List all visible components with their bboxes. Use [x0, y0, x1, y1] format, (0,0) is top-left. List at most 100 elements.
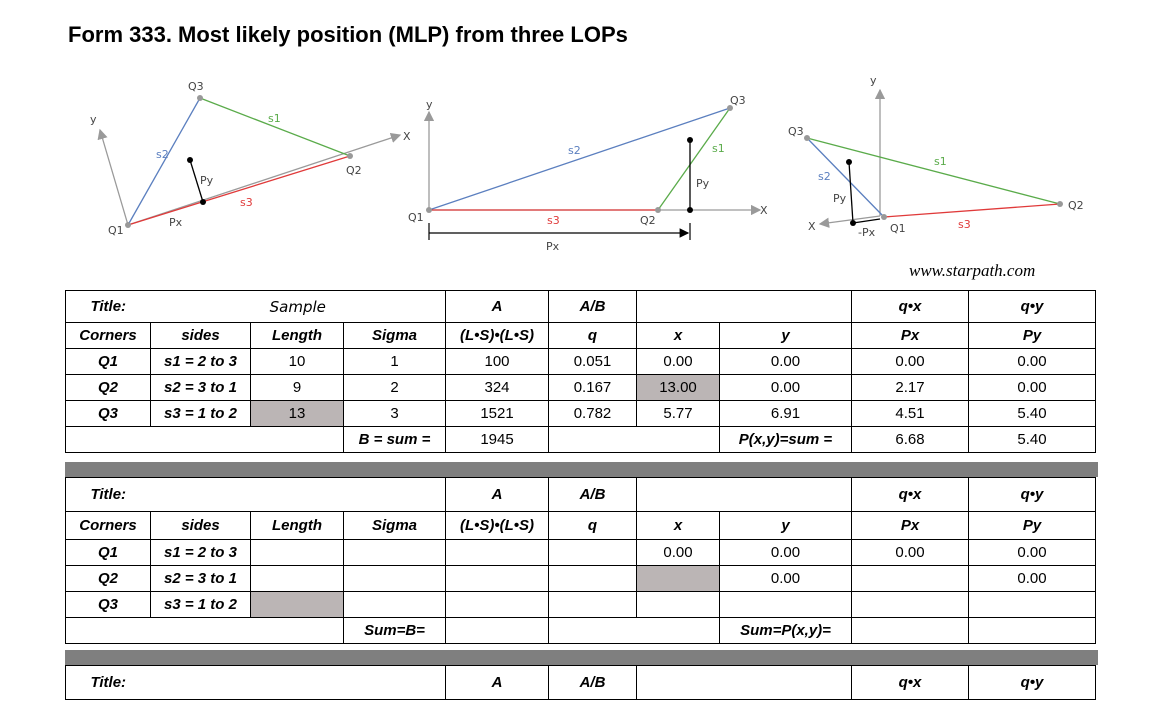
q-cell — [548, 565, 637, 592]
a-cell: 100 — [445, 348, 549, 375]
q-cell: 0.167 — [548, 374, 637, 401]
header-length: Length — [250, 511, 344, 540]
length-cell: 13 — [250, 400, 344, 427]
side-cell: s3 = 1 to 2 — [150, 591, 251, 618]
header-py: Py — [968, 322, 1096, 349]
sigma-cell[interactable]: 2 — [343, 374, 446, 401]
a-cell — [445, 591, 549, 618]
x-cell — [636, 591, 720, 618]
d1-s1-label: s1 — [268, 112, 281, 125]
sigma-cell[interactable] — [343, 539, 446, 566]
table-row: Q3 s3 = 1 to 2 — [65, 591, 1096, 618]
qy-cell: 5.40 — [968, 400, 1096, 427]
corner-cell: Q3 — [65, 591, 151, 618]
d2-px-label: Px — [546, 240, 560, 253]
header-px: Px — [851, 322, 969, 349]
a-cell: 324 — [445, 374, 549, 401]
qx-cell: 0.00 — [851, 348, 969, 375]
sigma-cell[interactable]: 3 — [343, 400, 446, 427]
d2-q2-label: Q2 — [640, 214, 656, 227]
qy-cell: 0.00 — [968, 565, 1096, 592]
d2-s1-label: s1 — [712, 142, 725, 155]
length-cell[interactable]: 9 — [250, 374, 344, 401]
y-cell: 6.91 — [719, 400, 852, 427]
length-cell[interactable] — [250, 565, 344, 592]
form-table-3: Title: A A/B q•x q•y — [65, 665, 1096, 700]
qy-cell: 0.00 — [968, 348, 1096, 375]
header-sigma: Sigma — [343, 511, 446, 540]
header-a: A — [445, 665, 549, 700]
d3-q1-label: Q1 — [890, 222, 906, 235]
header-corners: Corners — [65, 322, 151, 349]
length-cell[interactable]: 10 — [250, 348, 344, 375]
side-cell: s1 = 2 to 3 — [150, 348, 251, 375]
sum-p-label: P(x,y)=sum = — [719, 426, 852, 453]
length-cell[interactable] — [250, 591, 344, 618]
form-table-1: Title: Sample A A/B q•x q•y Corners side… — [65, 290, 1096, 453]
sum-b-value — [445, 617, 549, 644]
d1-s2-label: s2 — [156, 148, 169, 161]
sigma-cell[interactable] — [343, 565, 446, 592]
x-cell[interactable] — [636, 565, 720, 592]
header-y: y — [719, 511, 852, 540]
table-row: Q1 s1 = 2 to 3 0.00 0.00 0.00 0.00 — [65, 539, 1096, 566]
d3-q3-label: Q3 — [788, 125, 804, 138]
q-cell: 0.782 — [548, 400, 637, 427]
sigma-cell[interactable]: 1 — [343, 348, 446, 375]
d3-s1-label: s1 — [934, 155, 947, 168]
sum-qy: 5.40 — [968, 426, 1096, 453]
length-cell[interactable] — [250, 539, 344, 566]
d3-px-label: -Px — [858, 226, 876, 239]
title-value[interactable] — [150, 665, 446, 700]
title-value[interactable]: Sample — [150, 290, 446, 323]
sigma-cell[interactable] — [343, 591, 446, 618]
header-qx: q•x — [851, 290, 969, 323]
sum-qy — [968, 617, 1096, 644]
d3-s2-label: s2 — [818, 170, 831, 183]
d3-y-label: y — [870, 74, 877, 87]
d3-py-label: Py — [833, 192, 847, 205]
side-cell: s3 = 1 to 2 — [150, 400, 251, 427]
header-ab: A/B — [548, 477, 637, 512]
header-qy: q•y — [968, 665, 1096, 700]
sum-blank-2 — [548, 426, 720, 453]
corner-cell: Q1 — [65, 348, 151, 375]
header-qy: q•y — [968, 290, 1096, 323]
d1-px-label: Px — [169, 216, 183, 229]
side-cell: s2 = 3 to 1 — [150, 374, 251, 401]
d3-s3-label: s3 — [958, 218, 971, 231]
header-a: A — [445, 290, 549, 323]
qy-cell: 0.00 — [968, 374, 1096, 401]
q-cell — [548, 539, 637, 566]
header-qx: q•x — [851, 665, 969, 700]
qx-cell: 2.17 — [851, 374, 969, 401]
header-y: y — [719, 322, 852, 349]
qx-cell: 0.00 — [851, 539, 969, 566]
qx-cell — [851, 591, 969, 618]
header-qy: q•y — [968, 477, 1096, 512]
d1-y-label: y — [90, 113, 97, 126]
y-cell: 0.00 — [719, 539, 852, 566]
header-length: Length — [250, 322, 344, 349]
diagram-1: Q1 Q3 Q2 y X s1 s2 s3 Px Py — [90, 80, 411, 237]
d2-s2-label: s2 — [568, 144, 581, 157]
credit-link[interactable]: www.starpath.com — [909, 261, 1036, 280]
d1-q1-label: Q1 — [108, 224, 124, 237]
header-px: Px — [851, 511, 969, 540]
header-ab: A/B — [548, 290, 637, 323]
page-title: Form 333. Most likely position (MLP) fro… — [68, 22, 628, 47]
section-separator — [65, 462, 1098, 477]
diagram-3: Q3 Q1 Q2 y X s1 s2 s3 -Px Py — [788, 74, 1084, 239]
header-sigma: Sigma — [343, 322, 446, 349]
sum-qx: 6.68 — [851, 426, 969, 453]
q-cell — [548, 591, 637, 618]
x-cell: 0.00 — [636, 348, 720, 375]
title-value[interactable] — [150, 477, 446, 512]
diagram-2: Q1 Q2 Q3 y X s1 s2 s3 Px Py — [408, 94, 768, 253]
header-ls: (L•S)•(L•S) — [445, 511, 549, 540]
qy-cell: 0.00 — [968, 539, 1096, 566]
y-cell: 0.00 — [719, 374, 852, 401]
qx-cell: 4.51 — [851, 400, 969, 427]
q-cell: 0.051 — [548, 348, 637, 375]
header-blank — [636, 477, 852, 512]
